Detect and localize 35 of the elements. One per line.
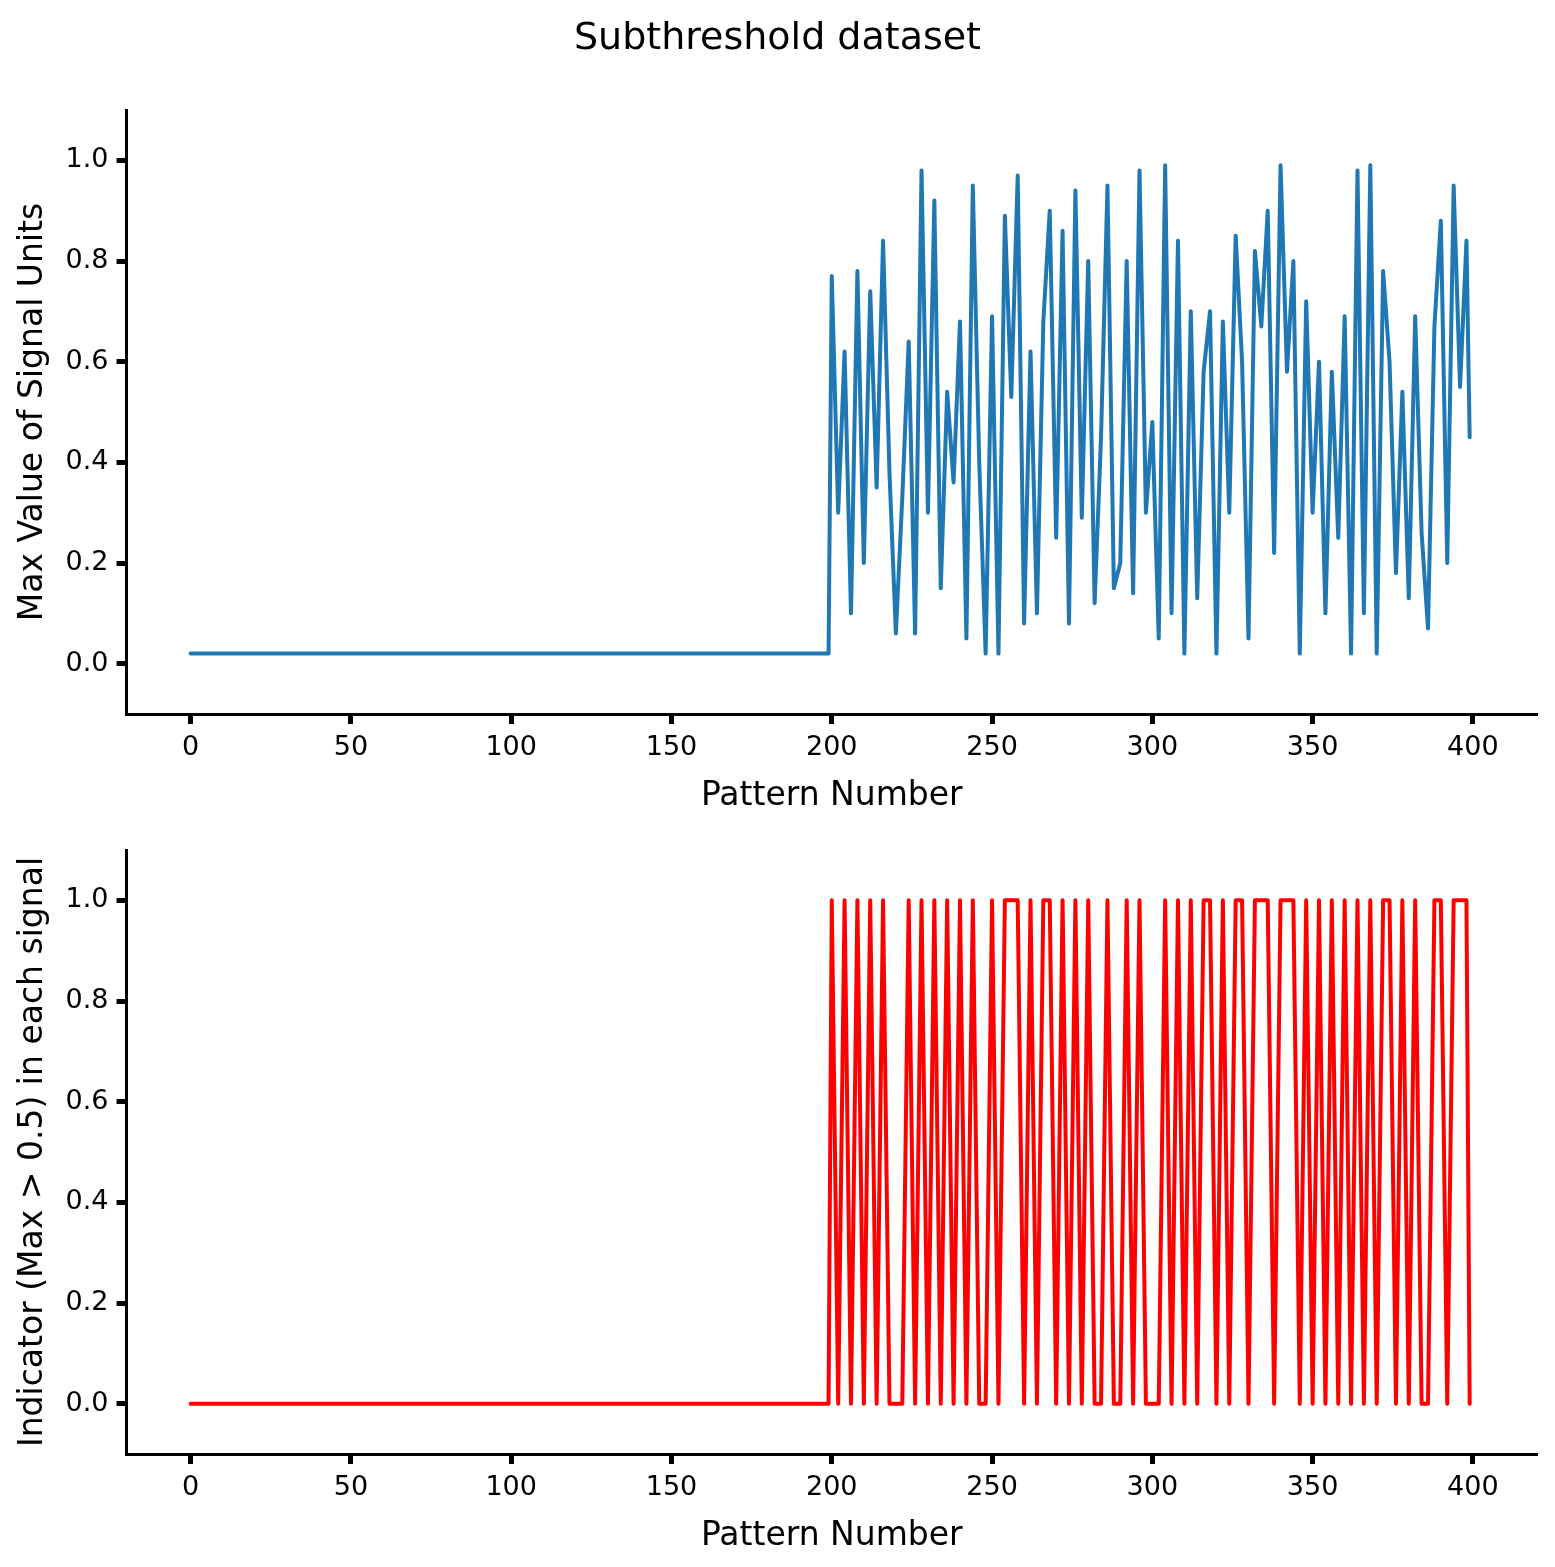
- y-tick-label: 0.0: [65, 1385, 109, 1417]
- x-tick-label: 150: [645, 1470, 698, 1502]
- x-tick-label: 300: [1126, 1470, 1179, 1502]
- y-tick-label: 1.0: [65, 882, 109, 914]
- x-axis-title: Pattern Number: [700, 1513, 964, 1553]
- x-tick-label: 50: [333, 730, 369, 762]
- x-tick-label: 350: [1286, 730, 1339, 762]
- x-tick-label: 100: [485, 1470, 537, 1502]
- x-tick-label: 0: [182, 1470, 200, 1502]
- y-tick-label: 0.2: [65, 1285, 109, 1317]
- x-tick-label: 250: [966, 730, 1018, 762]
- y-tick-label: 0.2: [65, 545, 109, 577]
- y-tick-label: 0.8: [65, 243, 109, 275]
- x-tick-label: 350: [1286, 1470, 1339, 1502]
- x-tick-label: 400: [1447, 730, 1499, 762]
- y-axis-title: Indicator (Max > 0.5) in each signal: [11, 856, 51, 1448]
- y-axis-title: Max Value of Signal Units: [11, 202, 51, 622]
- x-tick-label: 250: [966, 1470, 1018, 1502]
- y-tick-label: 0.0: [65, 645, 109, 677]
- y-tick-label: 0.6: [65, 343, 109, 375]
- x-tick-label: 300: [1126, 730, 1179, 762]
- y-tick-label: 0.8: [65, 983, 109, 1015]
- x-tick-label: 0: [182, 730, 200, 762]
- x-tick-label: 200: [806, 730, 858, 762]
- y-tick-label: 0.4: [65, 1184, 109, 1216]
- y-tick-label: 0.6: [65, 1083, 109, 1115]
- chart-title: Subthreshold dataset: [572, 14, 982, 58]
- x-tick-label: 150: [645, 730, 698, 762]
- x-tick-label: 50: [333, 1470, 369, 1502]
- x-axis-title: Pattern Number: [700, 773, 964, 813]
- x-tick-label: 400: [1447, 1470, 1499, 1502]
- x-tick-label: 200: [806, 1470, 858, 1502]
- x-tick-label: 100: [485, 730, 537, 762]
- y-tick-label: 1.0: [65, 142, 109, 174]
- y-tick-label: 0.4: [65, 444, 109, 476]
